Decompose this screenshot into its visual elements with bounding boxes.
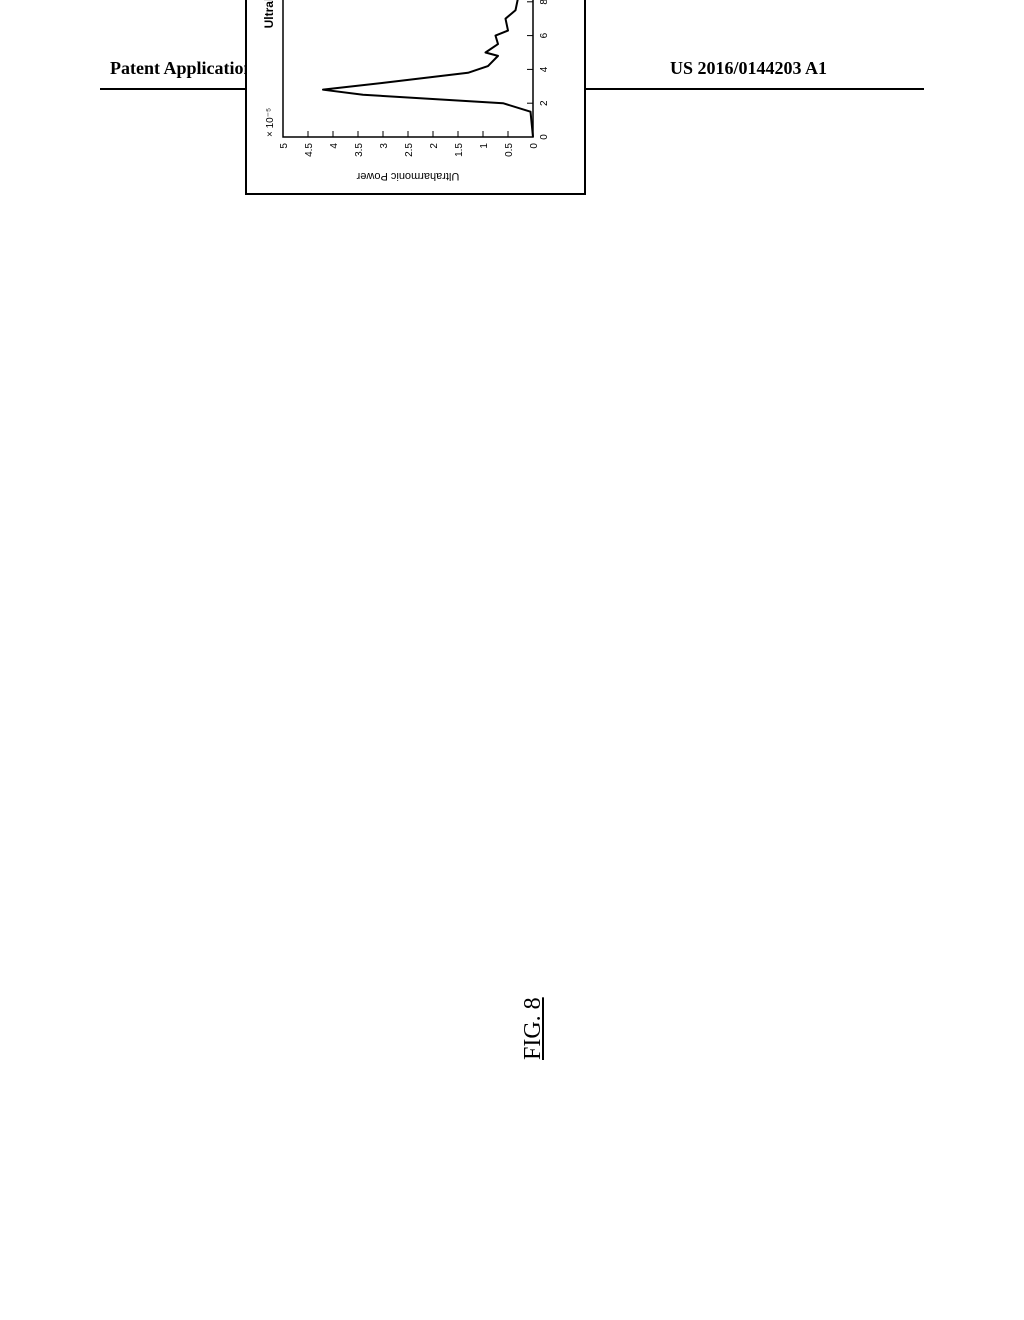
svg-text:2: 2 bbox=[429, 143, 440, 149]
svg-text:0.5: 0.5 bbox=[504, 143, 515, 157]
svg-text:8: 8 bbox=[539, 0, 550, 5]
svg-text:1.5: 1.5 bbox=[454, 143, 465, 157]
svg-text:4.5: 4.5 bbox=[304, 143, 315, 157]
svg-text:3: 3 bbox=[379, 143, 390, 149]
svg-text:2.5: 2.5 bbox=[404, 143, 415, 157]
svg-text:1: 1 bbox=[479, 143, 490, 149]
svg-text:2: 2 bbox=[539, 100, 550, 106]
svg-text:4: 4 bbox=[329, 143, 340, 149]
ultraharmonic-power-chart: 0246810121416182000.511.522.533.544.55On… bbox=[245, 0, 586, 195]
svg-text:6: 6 bbox=[539, 32, 550, 38]
svg-text:Ultraharmonic Power: Ultraharmonic Power bbox=[262, 0, 276, 28]
svg-text:× 10⁻⁵: × 10⁻⁵ bbox=[265, 108, 276, 137]
svg-text:5: 5 bbox=[279, 143, 290, 149]
svg-text:Ultraharmonic Power: Ultraharmonic Power bbox=[356, 170, 459, 182]
figure-8: 0246810121416182000.511.522.533.544.55On… bbox=[245, 0, 586, 195]
figure-caption: FIG. 8 bbox=[520, 997, 547, 1060]
svg-text:4: 4 bbox=[539, 66, 550, 72]
plots-row: 0246810121416182000.511.522.533.544.55On… bbox=[245, 0, 586, 195]
svg-text:0: 0 bbox=[529, 143, 540, 149]
svg-text:0: 0 bbox=[539, 134, 550, 140]
patent-page: Patent Application Publication May 26, 2… bbox=[0, 0, 1024, 1320]
header-right: US 2016/0144203 A1 bbox=[670, 58, 827, 79]
svg-text:3.5: 3.5 bbox=[354, 143, 365, 157]
